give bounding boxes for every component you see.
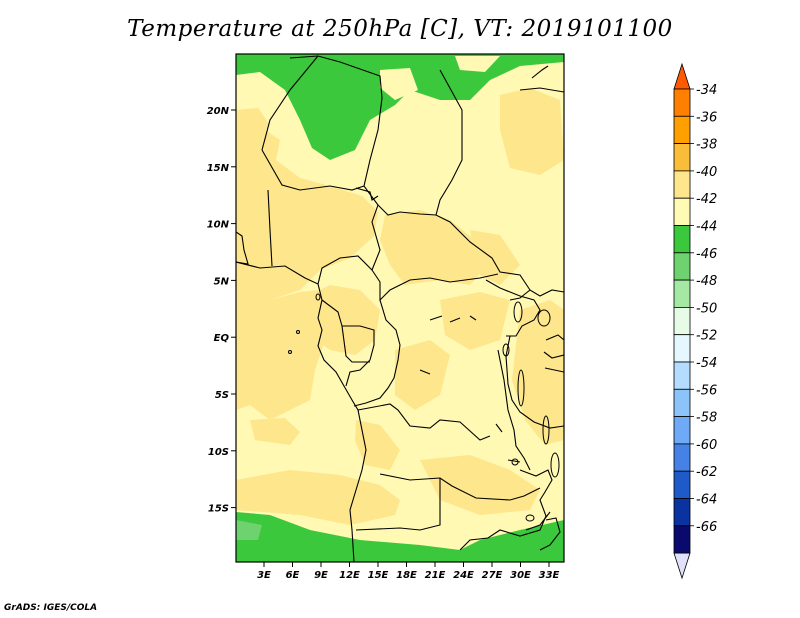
colorbar-swatch [673,170,691,199]
lon-label: 3E [257,570,271,581]
lat-label: 10S [208,447,229,458]
lon-label: 18E [396,570,417,581]
colorbar-label: -46 [696,247,717,262]
colorbar-swatch [673,388,691,417]
colorbar-label: -58 [696,411,717,426]
colorbar-label: -52 [696,329,717,344]
colorbar-bottom-arrow [673,552,691,580]
colorbar-label: -62 [696,465,717,480]
lon-label: 12E [339,570,360,581]
colorbar-label: -48 [696,274,717,289]
lon-label: 6E [286,570,300,581]
lon-label: 33E [539,570,560,581]
colorbar-swatch [673,143,691,172]
colorbar-swatch [673,306,691,336]
lat-label: 20N [207,106,230,117]
colorbar-top-arrow [673,62,691,90]
colorbar-swatch [673,88,691,117]
lat-label: 10N [207,220,230,231]
colorbar-swatch [673,225,691,254]
lon-label: 24E [453,570,474,581]
colorbar-swatch [673,334,691,363]
lat-label: 5S [215,390,229,401]
lat-label: 5N [214,276,230,287]
colorbar-swatch [673,443,691,472]
colorbar-swatch [673,470,691,499]
colorbar-swatch [673,279,691,308]
colorbar-label: -60 [696,438,717,453]
lon-label: 27E [482,570,503,581]
longitude-axis: 3E 6E 9E 12E 15E 18E 21E 24E 27E 30E 33E [257,562,560,581]
colorbar-label: -40 [696,165,717,180]
lakes [288,293,560,522]
colorbar-label: -50 [696,301,717,316]
lon-label: 30E [510,570,531,581]
map-title: Temperature at 250hPa [C], VT: 201910110… [127,16,673,42]
colorbar-label: -64 [696,493,717,508]
map-frame [235,53,565,563]
colorbar-swatch [673,361,691,390]
colorbar-label: -42 [696,192,717,207]
map-area [236,54,564,562]
colorbar-swatch [673,115,691,145]
lon-label: 15E [368,570,389,581]
colorbar-swatch [673,416,691,445]
colorbar-legend: -34 -36 -38 -40 -42 -44 -46 -48 -50 -52 -54 -56 -58 -… [673,62,717,580]
latitude-axis: 20N 15N 10N 5N EQ 5S 10S 15S [207,106,236,515]
lat-label: 15N [207,163,230,174]
colorbar-swatch [673,252,691,281]
colorbar-label: -34 [696,83,717,98]
country-borders [236,55,564,562]
colorbar-label: -56 [696,383,717,398]
colorbar-label: -38 [696,138,717,153]
colorbar-label: -66 [696,520,717,535]
colorbar-swatch [673,498,691,527]
lon-label: 21E [425,570,446,581]
lat-label: 15S [208,504,229,515]
colorbar-label: -54 [696,356,717,371]
footer-credit: GrADS: IGES/COLA [4,603,98,613]
lon-label: 9E [314,570,328,581]
colorbar-label: -44 [696,220,717,235]
colorbar-swatch [673,197,691,226]
colorbar-swatch [673,525,691,554]
lat-label: EQ [214,333,230,344]
temperature-band-cold [236,54,564,562]
colorbar-label: -36 [696,110,717,125]
